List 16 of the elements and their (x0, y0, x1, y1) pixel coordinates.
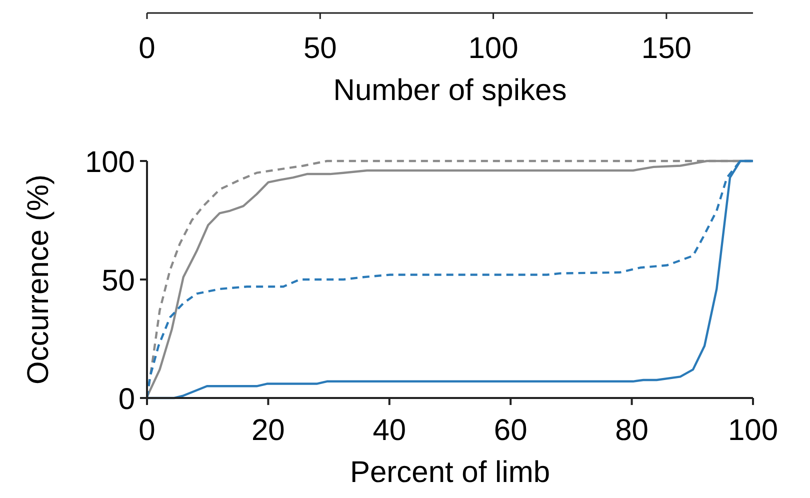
x2-tick-label: 100 (468, 32, 518, 65)
x-tick-label: 0 (138, 414, 156, 447)
x-tick-label: 40 (372, 414, 406, 447)
y-tick-label: 50 (102, 264, 135, 298)
x2-tick-label: 150 (641, 32, 692, 65)
y-tick-label: 100 (84, 146, 135, 179)
x2-tick-label: 0 (138, 32, 156, 65)
x-axis-title: Percent of limb (350, 456, 550, 489)
x-tick-label: 60 (494, 414, 528, 447)
y-tick-label: 0 (118, 383, 135, 416)
x2-axis-title: Number of spikes (333, 74, 567, 107)
x2-tick-label: 50 (303, 32, 337, 65)
x-tick-label: 100 (728, 414, 778, 447)
x-tick-label: 80 (615, 414, 648, 447)
y-axis-title: Occurrence (%) (22, 174, 55, 385)
x-tick-label: 20 (252, 414, 285, 447)
